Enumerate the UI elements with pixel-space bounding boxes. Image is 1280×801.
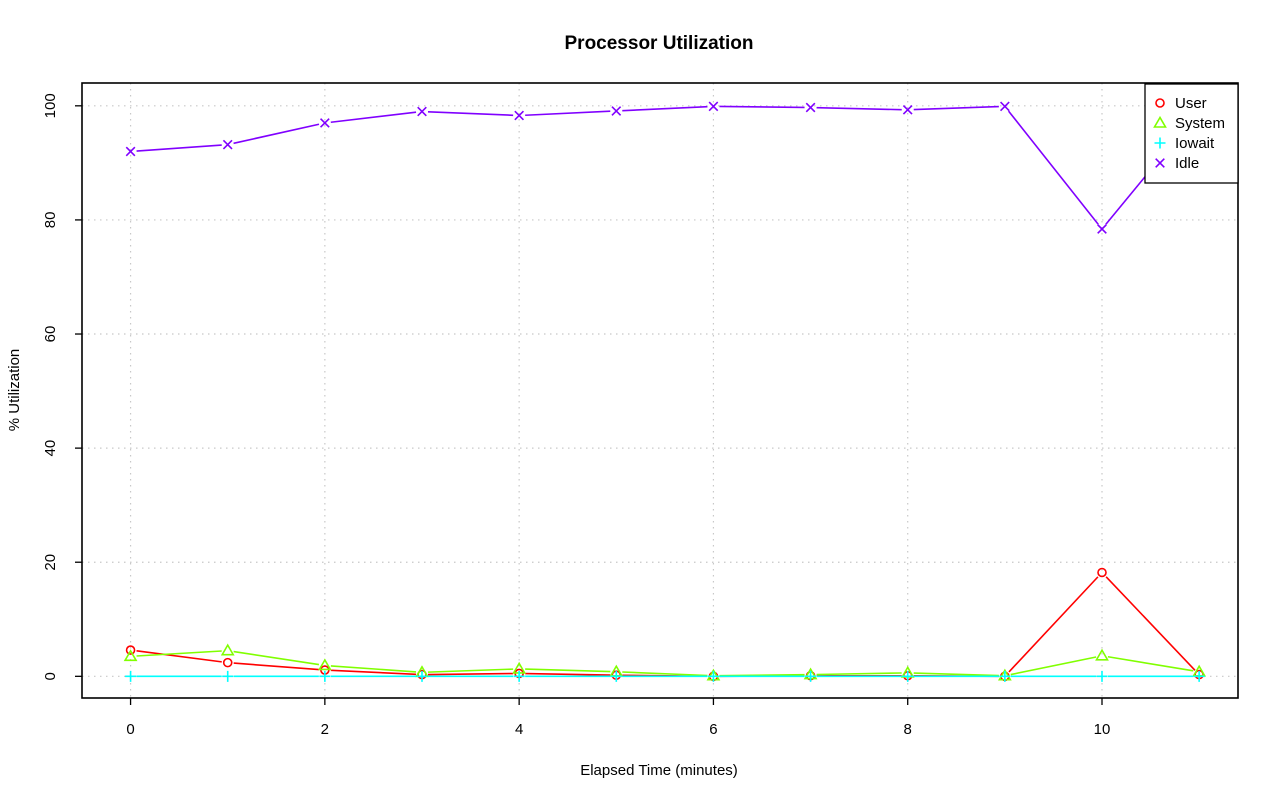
series-line-segment — [427, 668, 514, 673]
series-line-segment — [427, 672, 514, 676]
data-point-cross — [1155, 158, 1165, 168]
data-point-triangle — [317, 658, 332, 671]
series-line-segment — [622, 105, 708, 112]
series-line-segment — [1105, 576, 1196, 671]
data-point-plus — [513, 670, 525, 682]
chart-title: Processor Utilization — [565, 33, 754, 54]
data-point-triangle — [1153, 115, 1167, 128]
legend-item-iowait: Iowait — [1154, 135, 1215, 152]
y-tick-label: 60 — [42, 326, 59, 343]
data-point-cross — [1097, 224, 1107, 234]
series-line-segment — [233, 123, 320, 145]
series-line-segment — [330, 669, 417, 676]
series-user — [125, 567, 1204, 682]
series-line-segment — [427, 110, 514, 117]
data-point-cross — [222, 139, 233, 150]
y-tick-label: 20 — [42, 554, 59, 571]
series-line-segment — [330, 665, 417, 673]
data-point-cross — [125, 146, 136, 157]
legend-box — [1144, 83, 1239, 184]
series-line-segment — [525, 672, 611, 676]
series-line-segment — [913, 105, 999, 111]
series-system — [123, 643, 1207, 681]
series-line-segment — [330, 111, 417, 124]
x-tick-label: 4 — [515, 721, 523, 738]
y-tick-label: 0 — [42, 672, 59, 680]
data-point-plus — [416, 670, 428, 682]
legend-label: Iowait — [1175, 135, 1215, 152]
data-point-plus — [1154, 137, 1166, 149]
data-point-circle — [222, 657, 233, 668]
series-layer — [123, 101, 1207, 682]
series-line-segment — [1007, 110, 1099, 225]
data-point-cross — [805, 102, 816, 113]
series-line-segment — [719, 105, 805, 109]
y-tick-label: 100 — [42, 93, 59, 118]
data-point-circle — [1155, 98, 1165, 108]
y-tick-label: 80 — [42, 212, 59, 229]
legend: User System Iowait Idle — [1144, 83, 1239, 184]
series-line-segment — [525, 110, 611, 117]
series-idle — [125, 101, 1205, 234]
data-point-circle — [1097, 567, 1107, 578]
data-point-plus — [902, 670, 914, 682]
legend-label: Idle — [1175, 155, 1199, 172]
x-tick-label: 10 — [1094, 721, 1111, 738]
x-tick-label: 0 — [126, 721, 134, 738]
legend-label: System — [1175, 115, 1225, 132]
series-line-segment — [136, 650, 222, 663]
data-point-triangle — [123, 649, 138, 662]
x-tick-label: 2 — [321, 721, 329, 738]
legend-item-idle: Idle — [1155, 155, 1199, 172]
data-point-cross — [514, 110, 525, 121]
y-tick-label: 40 — [42, 440, 59, 457]
data-point-plus — [610, 670, 622, 682]
series-line-segment — [719, 673, 805, 677]
series-line-segment — [136, 144, 222, 152]
x-axis-label: Elapsed Time (minutes) — [580, 762, 738, 779]
series-line-segment — [913, 672, 999, 677]
data-point-plus — [319, 670, 331, 682]
series-iowait — [125, 670, 1205, 682]
legend-item-user: User — [1155, 95, 1207, 112]
x-tick-label: 8 — [904, 721, 912, 738]
series-line-segment — [622, 671, 708, 677]
data-point-cross — [708, 101, 719, 112]
y-axis-label: % Utilization — [6, 349, 23, 432]
series-line-segment — [1107, 655, 1194, 672]
data-point-plus — [1193, 670, 1205, 682]
series-line-segment — [233, 650, 320, 666]
series-line-segment — [816, 106, 902, 111]
data-point-plus — [805, 670, 817, 682]
series-line-segment — [1010, 656, 1097, 676]
data-point-cross — [417, 106, 427, 117]
series-line-segment — [525, 668, 611, 673]
legend-item-system: System — [1153, 115, 1225, 132]
data-point-cross — [611, 106, 622, 116]
data-point-circle — [125, 645, 136, 655]
data-point-plus — [999, 670, 1011, 682]
series-line-segment — [233, 662, 319, 671]
series-line-segment — [1008, 576, 1099, 673]
data-point-triangle — [220, 643, 235, 656]
data-point-cross — [999, 101, 1010, 112]
plot-frame — [81, 82, 1239, 699]
data-point-plus — [125, 670, 137, 682]
grid — [82, 83, 1238, 698]
data-point-plus — [1096, 670, 1108, 682]
series-line-segment — [816, 672, 902, 676]
data-point-triangle — [1095, 648, 1109, 661]
series-line-segment — [136, 650, 222, 657]
x-tick-label: 6 — [709, 721, 717, 738]
data-point-plus — [222, 670, 234, 682]
data-point-plus — [707, 670, 719, 682]
legend-label: User — [1175, 95, 1207, 112]
data-point-cross — [319, 118, 330, 128]
data-point-cross — [902, 104, 913, 115]
